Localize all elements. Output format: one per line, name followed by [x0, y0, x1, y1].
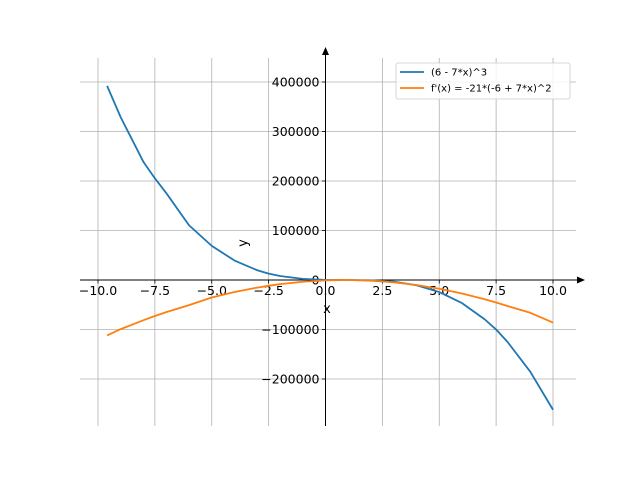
y-tick-label: 200000	[272, 174, 320, 189]
legend-label-1: (6 - 7*x)^3	[431, 68, 487, 79]
legend: (6 - 7*x)^3 f'(x) = -21*(-6 + 7*x)^2	[395, 62, 571, 100]
y-tick-label: 300000	[272, 124, 320, 139]
series-line-2	[106, 279, 554, 337]
x-tick-label: −5.0	[197, 283, 227, 298]
y-tick-label: −200000	[261, 372, 319, 387]
axes-layer	[80, 47, 585, 426]
x-tick-label: 10.0	[539, 283, 567, 298]
ticks-layer: −10.0 −7.5 −5.0 −2.5 0.0 2.5 5.0 7.5 10.0−200000…	[79, 75, 567, 387]
y-axis-arrow	[322, 47, 329, 55]
y-tick-label: 400000	[272, 75, 320, 90]
x-tick-label: −7.5	[140, 283, 170, 298]
grid-layer	[80, 58, 576, 426]
series-line-1	[106, 85, 554, 411]
y-axis-label: y	[236, 239, 251, 247]
x-axis-label: x	[323, 302, 331, 317]
x-tick-label: 0.0	[316, 283, 336, 298]
x-axis-arrow	[577, 276, 585, 284]
legend-box	[395, 62, 571, 100]
y-tick-label: −100000	[261, 322, 319, 337]
legend-label-2: f'(x) = -21*(-6 + 7*x)^2	[431, 84, 552, 95]
x-tick-label: −10.0	[79, 283, 117, 298]
series-layer	[106, 85, 554, 411]
y-tick-label: 100000	[272, 223, 320, 238]
x-tick-label: 7.5	[486, 283, 506, 298]
x-tick-label: 2.5	[372, 283, 392, 298]
